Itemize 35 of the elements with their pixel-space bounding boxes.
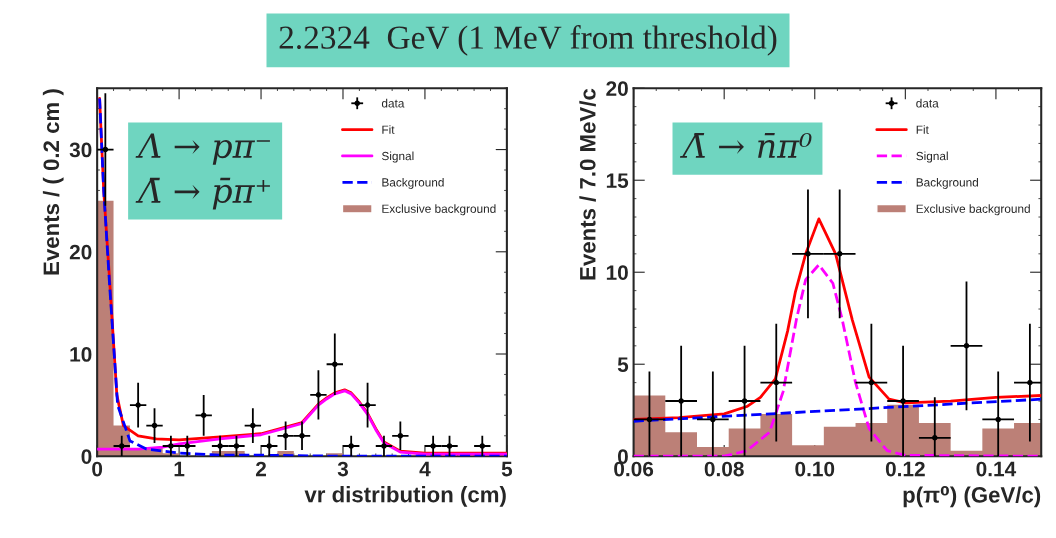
legend-label: Fit xyxy=(916,125,929,134)
legend-label: Background xyxy=(916,177,978,189)
y-tick-label: 5 xyxy=(617,357,629,372)
x-tick-label: 0.10 xyxy=(795,461,835,477)
y-tick-label: 0 xyxy=(81,449,92,464)
legend-label: data xyxy=(916,98,939,108)
x-axis-title: vr distribution (cm) xyxy=(304,486,506,507)
y-tick-label: 30 xyxy=(69,142,92,158)
annotation: Λ → pπ⁻ Λ̄ → p̄π⁺ xyxy=(135,133,270,210)
x-tick-label: 0.08 xyxy=(704,461,744,477)
x-axis-title: p(π⁰) (GeV/c) xyxy=(903,486,1041,508)
x-tick-label: 1 xyxy=(174,461,185,477)
legend-label: Exclusive background xyxy=(916,204,1030,216)
x-tick-label: 4 xyxy=(419,461,431,477)
y-tick-label: 15 xyxy=(606,173,629,188)
legend-label: Fit xyxy=(382,125,395,134)
y-axis-title: Events / ( 0.2 cm ) xyxy=(42,89,64,275)
x-tick-label: 2 xyxy=(255,461,266,477)
x-tick-label: 0.14 xyxy=(976,461,1017,477)
legend-label: data xyxy=(381,98,405,108)
y-tick-label: 10 xyxy=(606,265,628,280)
x-tick-label: 3 xyxy=(337,461,349,477)
x-tick-label: 5 xyxy=(501,461,513,477)
legend-label: Signal xyxy=(916,151,948,163)
annotation: Λ̄ → n̄π⁰ xyxy=(679,132,812,158)
y-axis-title: Events / 7.0 MeV/c xyxy=(579,88,596,280)
y-tick-label: 10 xyxy=(70,347,92,362)
legend-label: Exclusive background xyxy=(382,204,496,216)
y-tick-label: 20 xyxy=(69,244,92,260)
x-tick-label: 0 xyxy=(92,461,103,477)
legend-label: Signal xyxy=(381,151,414,163)
legend-label: Background xyxy=(382,177,444,189)
chart-title: 2.2324 GeV (1 MeV from threshold) xyxy=(279,25,777,56)
x-tick-label: 0.12 xyxy=(885,461,925,477)
y-tick-label: 20 xyxy=(606,81,628,96)
